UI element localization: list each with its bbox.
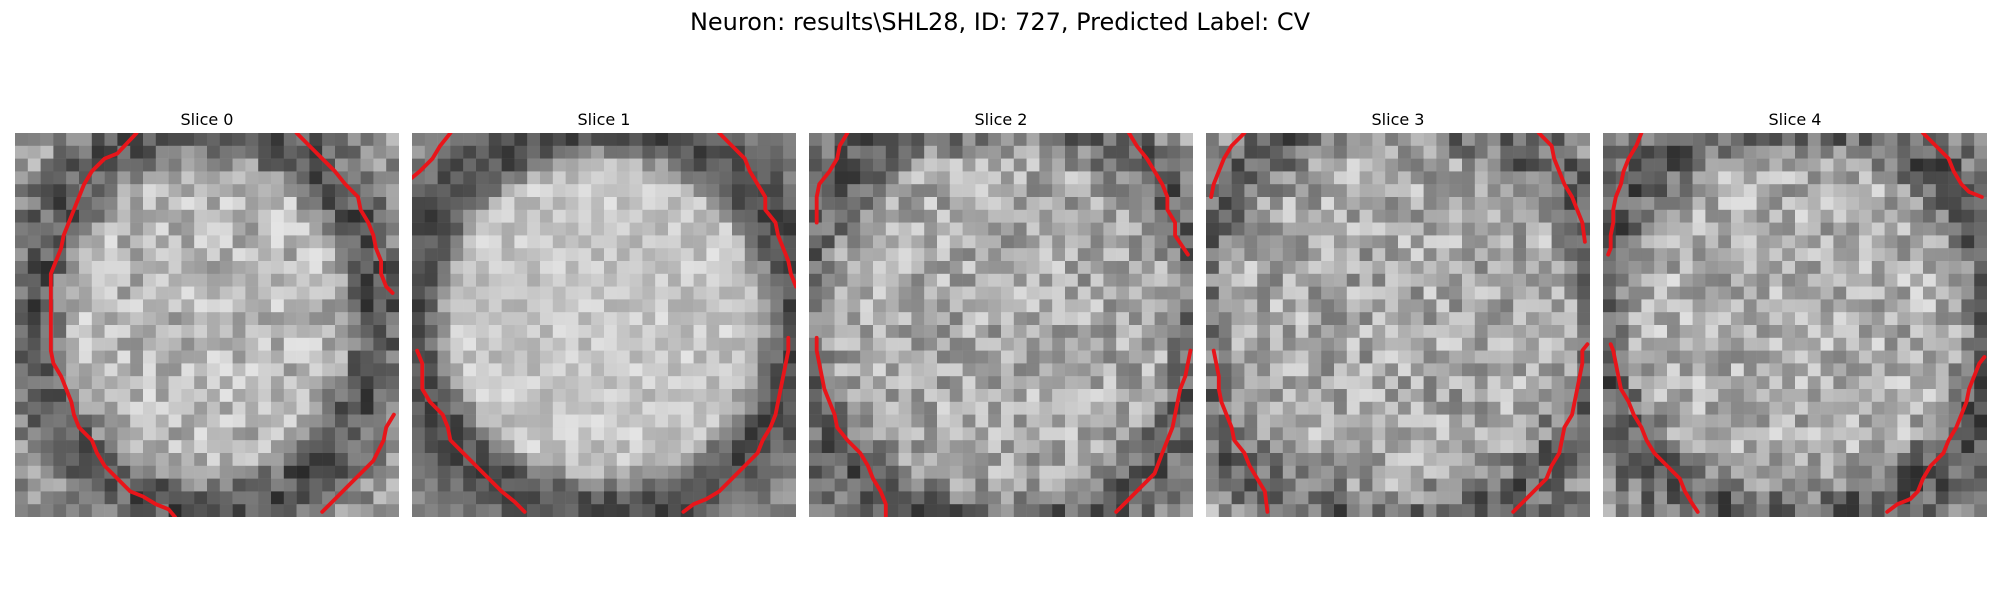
contour-line-bottom-left: [1608, 342, 1700, 514]
slice-title: Slice 4: [1768, 110, 1822, 129]
grayscale-pixels: [15, 133, 399, 517]
contour-line-bottom-left: [1211, 348, 1270, 514]
contour-lines: [1606, 133, 1987, 514]
contour-line-bottom-right: [320, 412, 396, 514]
slice-image: [412, 133, 796, 517]
slice-image: [809, 133, 1193, 517]
contour-line-top-left: [814, 133, 850, 225]
contour-line-top-left: [48, 133, 177, 517]
slice-title: Slice 0: [180, 110, 234, 129]
contour-line-top-right: [1536, 133, 1587, 244]
contour-lines: [814, 133, 1193, 517]
contour-line-bottom-right: [1885, 355, 1987, 514]
contour-lines: [1209, 133, 1590, 514]
contour-line-bottom-right: [1511, 342, 1590, 514]
slice-image: [1206, 133, 1590, 517]
contour-line-top-right: [1921, 133, 1984, 199]
slice-title: Slice 1: [577, 110, 631, 129]
contour-line-top-right: [717, 133, 796, 289]
slice-title: Slice 3: [1371, 110, 1425, 129]
grayscale-pixels: [1206, 133, 1590, 517]
contour-lines: [412, 133, 796, 514]
slice-title: Slice 2: [974, 110, 1028, 129]
slice-image: [1603, 133, 1987, 517]
figure-title: Neuron: results\SHL28, ID: 727, Predicte…: [689, 8, 1311, 36]
contour-line-bottom-left: [415, 348, 527, 514]
contour-line-top-left: [412, 133, 453, 180]
slice-image: [15, 133, 399, 517]
contour-line-bottom-left: [814, 335, 888, 517]
contour-line-bottom-right: [681, 335, 791, 514]
contour-line-top-left: [1606, 133, 1644, 257]
contour-line-top-left: [1209, 133, 1247, 199]
grayscale-pixels: [809, 133, 1193, 517]
contour-line-bottom-right: [1114, 348, 1193, 514]
contour-lines: [48, 133, 396, 517]
grayscale-pixels: [412, 133, 796, 517]
contour-line-right: [294, 133, 395, 295]
contour-line-top-right: [1127, 133, 1190, 257]
